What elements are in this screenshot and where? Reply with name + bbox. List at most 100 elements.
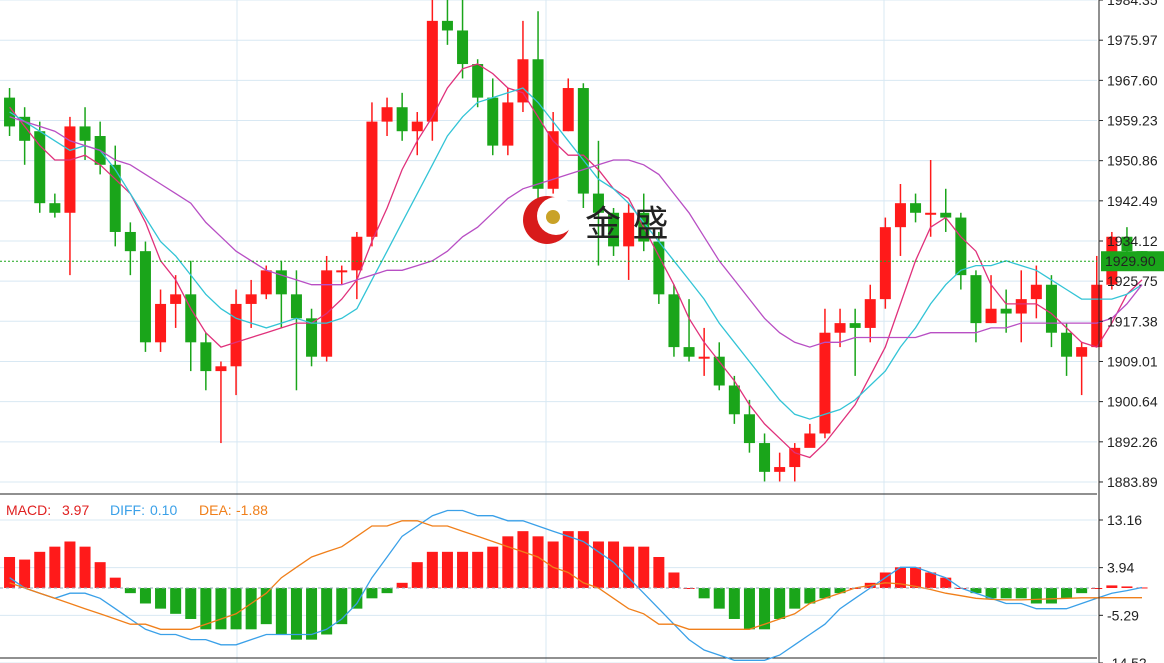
macd-bar: [245, 587, 257, 630]
macd-bar: [759, 587, 771, 630]
macd-bar: [351, 587, 363, 609]
macd-bar: [562, 531, 574, 588]
macd-bar: [185, 587, 197, 619]
macd-label: MACD:: [6, 502, 51, 518]
macd-bar: [1015, 587, 1027, 599]
macd-bar: [4, 556, 16, 588]
macd-bar: [426, 551, 438, 588]
candle-body: [49, 203, 61, 213]
moving-average-lines: [9, 63, 1143, 459]
candle-body: [1015, 299, 1027, 314]
candle-body: [4, 97, 16, 127]
macd-bar: [1106, 585, 1118, 588]
candle-body: [985, 308, 997, 324]
candle-body: [1000, 308, 1012, 314]
macd-bar: [64, 541, 76, 588]
macd-bar: [34, 551, 46, 588]
price-tick-label: 1900.64: [1107, 394, 1158, 410]
candle-body: [200, 342, 212, 372]
macd-bar: [517, 531, 529, 588]
candle-body: [789, 447, 801, 468]
macd-bar: [774, 587, 786, 619]
candle-body: [728, 385, 740, 415]
candle-body: [185, 294, 197, 343]
macd-bar: [668, 572, 680, 588]
macd-bar: [713, 587, 725, 609]
candle-body: [1045, 284, 1057, 333]
macd-tick-label: -14.52: [1107, 655, 1147, 663]
candle-body: [1061, 332, 1073, 357]
macd-bar: [728, 587, 740, 619]
macd-bar: [275, 587, 287, 635]
macd-bar: [381, 587, 393, 594]
candle-body: [1121, 236, 1133, 252]
candle-body: [441, 20, 453, 31]
candle-body: [894, 203, 906, 228]
candle-body: [245, 294, 257, 304]
macd-bar: [879, 572, 891, 588]
macd-bar: [79, 546, 91, 588]
candle-body: [351, 236, 363, 271]
price-tick-label: 1892.26: [1107, 434, 1158, 450]
price-tick-label: 1967.60: [1107, 72, 1158, 88]
candle-body: [230, 303, 242, 367]
logo-icon-coin: [546, 210, 560, 224]
diff-value: 0.10: [150, 502, 177, 518]
macd-bar: [804, 587, 816, 604]
macd-bar: [457, 551, 469, 588]
macd-bar: [683, 587, 695, 589]
macd-bar: [411, 562, 423, 588]
candle-body: [849, 323, 861, 328]
price-tick-label: 1975.97: [1107, 32, 1158, 48]
price-tick-label: 1883.89: [1107, 474, 1158, 490]
candle-body: [592, 193, 604, 213]
macd-bar: [139, 587, 151, 604]
price-panel[interactable]: [0, 0, 1148, 482]
macd-bar: [230, 587, 242, 630]
macd-bar: [1030, 587, 1042, 604]
price-tick-label: 1942.49: [1107, 193, 1158, 209]
candle-body: [577, 88, 589, 194]
macd-bar: [819, 587, 831, 599]
macd-panel[interactable]: MACD: 3.97 DIFF: 0.10 DEA: -1.88: [0, 502, 1148, 661]
dea-value: -1.88: [236, 502, 268, 518]
macd-bar: [653, 556, 665, 588]
macd-bar: [532, 536, 544, 588]
candle-body: [426, 20, 438, 122]
macd-value: 3.97: [62, 502, 89, 518]
current-price-text: 1929.90: [1105, 253, 1156, 269]
macd-bar: [1000, 587, 1012, 599]
macd-bar: [547, 541, 559, 588]
candle-body: [774, 467, 786, 472]
macd-bar: [1076, 587, 1088, 594]
diff-label: DIFF:: [110, 502, 145, 518]
watermark: 金 盛: [523, 196, 668, 245]
candle-body: [562, 88, 574, 132]
macd-bar: [441, 551, 453, 588]
macd-bar: [1091, 587, 1103, 589]
macd-bar: [155, 587, 167, 609]
candle-body: [834, 323, 846, 333]
macd-bar: [985, 587, 997, 599]
candle-body: [19, 116, 31, 141]
macd-bar: [487, 546, 499, 588]
candle-body: [804, 433, 816, 448]
macd-legend: MACD: 3.97 DIFF: 0.10 DEA: -1.88: [6, 502, 268, 518]
macd-bar: [306, 587, 318, 640]
candle-body: [290, 294, 302, 319]
macd-histogram: [4, 531, 1148, 640]
candle-body: [275, 270, 287, 295]
candle-body: [879, 227, 891, 300]
macd-bar: [321, 587, 333, 635]
macd-bar: [290, 587, 302, 640]
price-tick-label: 1917.38: [1107, 313, 1158, 329]
price-tick-label: 1959.23: [1107, 113, 1158, 129]
candle-body: [170, 294, 182, 304]
dea-label: DEA:: [199, 502, 232, 518]
macd-bar: [698, 587, 710, 599]
macd-bar: [170, 587, 182, 614]
macd-bar: [940, 577, 952, 588]
candle-body: [683, 347, 695, 357]
dea-line: [9, 520, 1142, 630]
